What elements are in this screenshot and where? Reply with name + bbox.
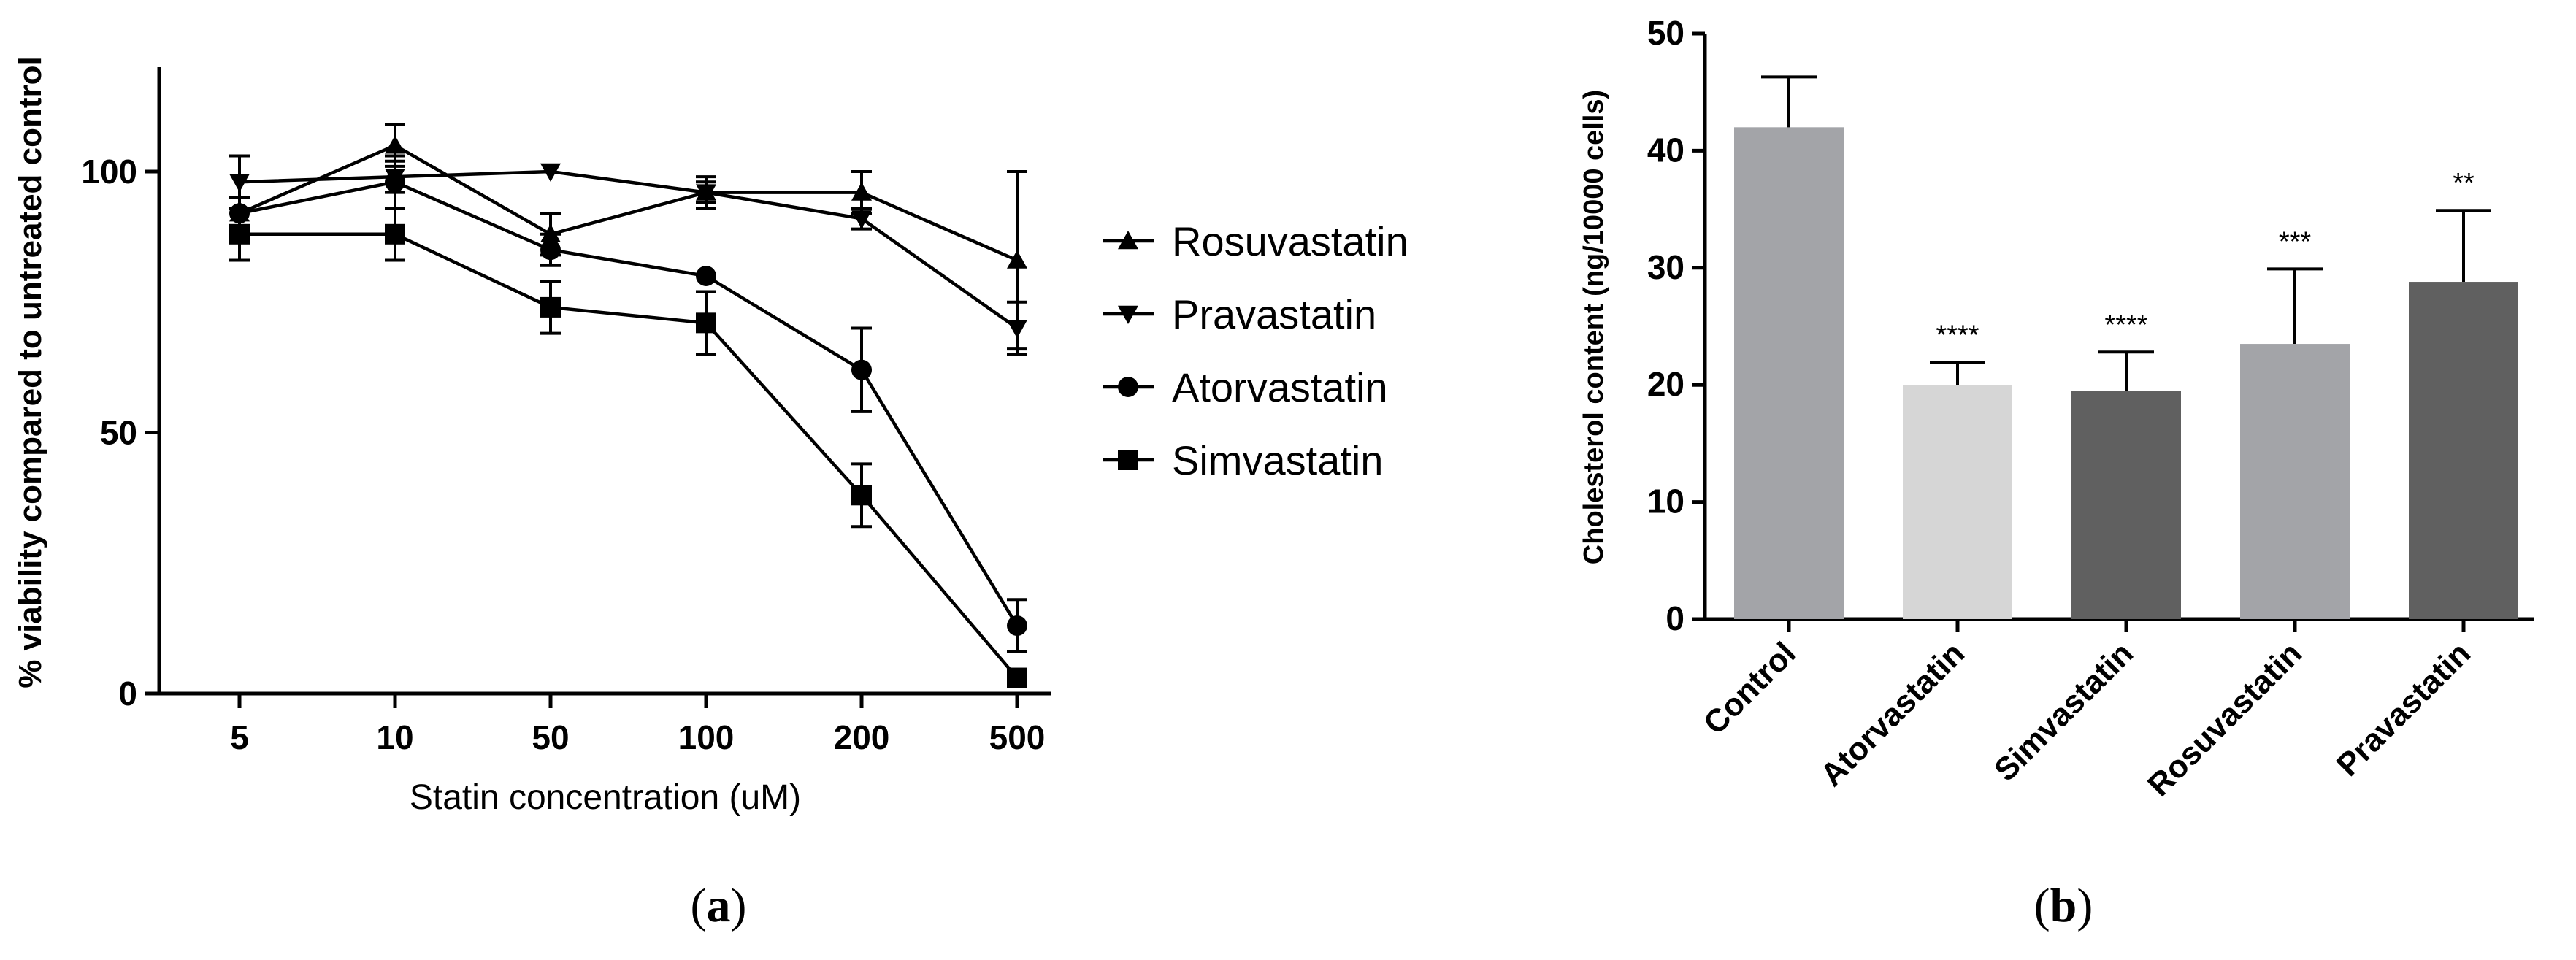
panel-b-label-letter: b	[2050, 879, 2077, 932]
errorbar-atorvastatin	[1930, 361, 1985, 385]
series-line-simvastatin	[239, 232, 1019, 680]
panel-b-label-close: )	[2077, 879, 2093, 932]
panel-a-label-open: (	[691, 879, 707, 932]
legend-marker-simvastatin	[1118, 450, 1138, 470]
panel-a-label: (a)	[691, 879, 747, 932]
panel-b-label-open: (	[2034, 879, 2050, 932]
series-pravastatin	[229, 154, 1027, 356]
point-pravastatin-500	[1007, 320, 1027, 339]
point-simvastatin-5	[229, 223, 250, 245]
x-label-pravastatin: Pravastatin	[2330, 635, 2477, 783]
errorbar-simvastatin	[2098, 350, 2154, 391]
series-line-rosuvastatin	[239, 143, 1018, 262]
panel-a-y-tick-label-50: 50	[100, 414, 137, 452]
panel-a-label-close: )	[731, 879, 747, 932]
bar-simvastatin	[2071, 391, 2181, 619]
point-pravastatin-200	[851, 210, 872, 229]
panel-a-legend: Rosuvastatin Pravastatin Atorvastatin Simva…	[1103, 218, 1408, 483]
panel-a-x-tick-label-200: 200	[834, 718, 890, 756]
panel-a-x-ticks: 5 10 50 100 200 500	[230, 694, 1045, 756]
panel-a-label-letter: a	[707, 879, 731, 932]
point-simvastatin-500	[1007, 667, 1027, 688]
panel-a-y-tick-label-100: 100	[81, 153, 137, 191]
point-simvastatin-100	[696, 312, 716, 334]
panel-a-x-tick-label-10: 10	[376, 718, 413, 756]
legend-label-pravastatin: Pravastatin	[1172, 291, 1376, 337]
panel-b-y-tick-label-30: 30	[1647, 248, 1684, 286]
errorbar-control	[1761, 75, 1817, 128]
point-pravastatin-50	[540, 163, 561, 182]
panel-a-y-ticks: 0 50 100	[81, 153, 159, 713]
panel-a-x-tick-label-500: 500	[989, 718, 1046, 756]
panel-b-y-ticks: 0 10 20 30 40 50	[1647, 14, 1705, 637]
legend-label-atorvastatin: Atorvastatin	[1172, 364, 1388, 410]
errorbar-rosuvastatin	[2267, 267, 2323, 345]
panel-b-bars: **** *********	[1734, 75, 2518, 632]
point-atorvastatin-50	[540, 239, 561, 261]
point-rosuvastatin-500	[1007, 250, 1027, 269]
point-atorvastatin-500	[1007, 615, 1027, 637]
point-simvastatin-200	[851, 485, 872, 506]
legend-marker-atorvastatin	[1118, 377, 1138, 397]
bar-pravastatin	[2409, 282, 2518, 619]
panel-a-x-axis-title: Statin concentration (uM)	[410, 778, 801, 817]
series-atorvastatin	[229, 154, 1027, 653]
point-rosuvastatin-10	[385, 135, 405, 154]
series-line-atorvastatin	[239, 180, 1019, 627]
legend-label-rosuvastatin: Rosuvastatin	[1172, 218, 1408, 264]
series-line-pravastatin	[239, 169, 1019, 330]
point-pravastatin-5	[229, 174, 250, 193]
panel-a-y-tick-label-0: 0	[118, 675, 137, 713]
point-simvastatin-10	[385, 223, 405, 245]
significance-pravastatin: **	[2453, 168, 2475, 199]
legend-marker-pravastatin	[1118, 305, 1138, 324]
bar-rosuvastatin	[2240, 344, 2350, 619]
panel-b-y-tick-label-0: 0	[1665, 599, 1684, 637]
x-label-control: Control	[1697, 635, 1803, 741]
x-label-rosuvastatin: Rosuvastatin	[2141, 635, 2309, 803]
panel-a-line-chart: 0 50 100 5 10 50 100 200 500 Rosuvastatin Pravas…	[12, 56, 1408, 817]
legend-marker-rosuvastatin	[1118, 231, 1138, 250]
panel-b-x-tick-labels: Control Atorvastatin Simvastatin Rosuvastat…	[1697, 635, 2477, 803]
legend-label-simvastatin: Simvastatin	[1172, 437, 1383, 483]
panel-b-y-tick-label-40: 40	[1647, 131, 1684, 169]
panel-a-x-tick-label-50: 50	[532, 718, 569, 756]
errorbar-pravastatin	[2436, 209, 2491, 283]
panel-a-y-axis-title: % viability compared to untreated contro…	[12, 56, 48, 688]
panel-b-y-tick-label-10: 10	[1647, 483, 1684, 521]
panel-a-x-tick-label-100: 100	[678, 718, 735, 756]
bar-control	[1734, 127, 1844, 619]
panel-a-series	[229, 123, 1027, 688]
panel-a-x-tick-label-5: 5	[230, 718, 249, 756]
bar-atorvastatin	[1903, 385, 2012, 619]
panel-b-y-axis-title: Cholesterol content (ng/10000 cells)	[1579, 90, 1609, 564]
point-rosuvastatin-200	[851, 182, 872, 201]
point-pravastatin-100	[696, 184, 716, 203]
panel-b-y-tick-label-50: 50	[1647, 14, 1684, 52]
point-simvastatin-50	[540, 296, 561, 318]
panel-b-y-tick-label-20: 20	[1647, 365, 1684, 403]
significance-simvastatin: ****	[2104, 310, 2147, 340]
point-atorvastatin-10	[385, 172, 405, 193]
x-label-atorvastatin: Atorvastatin	[1814, 635, 1971, 793]
series-simvastatin	[229, 207, 1027, 688]
panel-b-label: (b)	[2034, 879, 2093, 932]
point-atorvastatin-100	[696, 266, 716, 286]
panel-a-axes	[157, 67, 1051, 696]
point-atorvastatin-200	[851, 359, 872, 380]
x-label-simvastatin: Simvastatin	[1987, 635, 2140, 788]
significance-atorvastatin: ****	[1936, 320, 1979, 351]
significance-rosuvastatin: ***	[2279, 226, 2312, 257]
